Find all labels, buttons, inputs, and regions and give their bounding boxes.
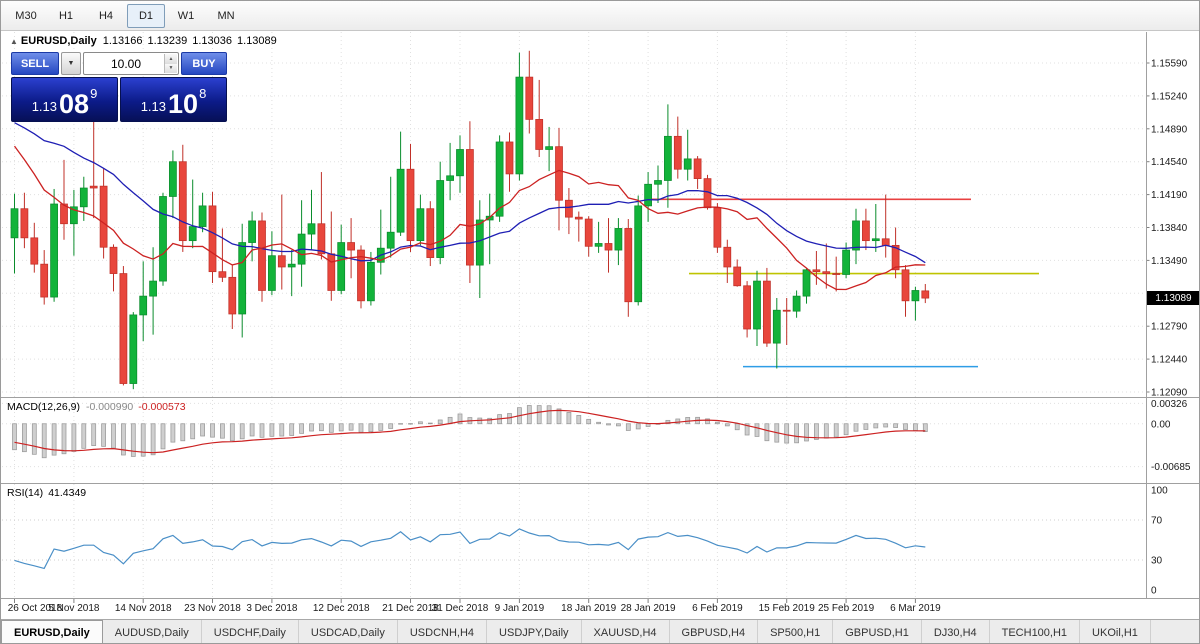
macd-main-value: -0.000990 [85, 401, 134, 413]
buy-button[interactable]: BUY [181, 52, 227, 75]
volume-input[interactable] [84, 55, 168, 72]
rsi-label: RSI(14) 41.4349 [7, 487, 86, 499]
sell-price-display[interactable]: 1.13 08 9 [11, 77, 118, 122]
svg-text:1.14190: 1.14190 [1151, 190, 1188, 201]
timeframe-button-h4[interactable]: H4 [98, 9, 114, 22]
svg-text:12 Dec 2018: 12 Dec 2018 [313, 603, 370, 614]
chart-tabs-bar: EURUSD,Daily AUDUSD,Daily USDCHF,Daily USDC… [1, 619, 1199, 643]
svg-text:1.14890: 1.14890 [1151, 124, 1188, 135]
timeframe-toolbar: M30 H1 H4 D1 W1 MN [1, 1, 1199, 31]
svg-text:1.15240: 1.15240 [1151, 91, 1188, 102]
rsi-name: RSI(14) [7, 487, 44, 499]
stepper-down-icon[interactable]: ▼ [165, 63, 177, 73]
svg-text:0.00: 0.00 [1151, 419, 1171, 430]
svg-text:1.15590: 1.15590 [1151, 59, 1188, 70]
timeframe-button-h1[interactable]: H1 [58, 9, 74, 22]
chart-tab-usdcad-daily[interactable]: USDCAD,Daily [299, 620, 398, 643]
timeframe-button-m30[interactable]: M30 [15, 9, 37, 22]
chart-title: ▲ EURUSD,Daily 1.13166 1.13239 1.13036 1.1308… [10, 35, 282, 47]
expand-subwindow-icon[interactable]: ▲ [10, 37, 18, 46]
ohlc-open: 1.13166 [102, 35, 143, 47]
macd-histogram [12, 405, 928, 459]
chart-tab-audusd-daily[interactable]: AUDUSD,Daily [103, 620, 202, 643]
svg-text:23 Nov 2018: 23 Nov 2018 [184, 603, 241, 614]
ohlc-close: 1.13089 [237, 35, 277, 47]
one-click-trading-panel: SELL ▼ ▲ ▼ BUY 1.13 08 9 1.13 10 [11, 52, 227, 122]
svg-text:25 Feb 2019: 25 Feb 2019 [818, 603, 875, 614]
timeframe-button-w1[interactable]: W1 [177, 9, 195, 22]
svg-text:18 Jan 2019: 18 Jan 2019 [561, 603, 616, 614]
grid-layer [2, 32, 1145, 598]
macd-label: MACD(12,26,9) -0.000990 -0.000573 [7, 401, 186, 413]
svg-text:70: 70 [1151, 516, 1163, 527]
svg-text:1.12790: 1.12790 [1151, 322, 1188, 333]
svg-text:31 Dec 2018: 31 Dec 2018 [432, 603, 489, 614]
buy-price-point: 8 [199, 86, 207, 101]
chart-tab-dj30-h4[interactable]: DJ30,H4 [922, 620, 990, 643]
buy-price-display[interactable]: 1.13 10 8 [120, 77, 227, 122]
macd-name: MACD(12,26,9) [7, 401, 80, 413]
volume-dropdown-button[interactable]: ▼ [61, 52, 81, 75]
svg-text:1.13840: 1.13840 [1151, 223, 1188, 234]
svg-text:1.12090: 1.12090 [1151, 388, 1188, 399]
sell-price-pips: 08 [59, 89, 90, 120]
ma-fast-line [13, 145, 926, 291]
chart-tab-eurusd-daily[interactable]: EURUSD,Daily [1, 620, 103, 643]
timeframe-button-mn[interactable]: MN [217, 9, 235, 22]
sell-price-prefix: 1.13 [31, 99, 58, 114]
svg-text:1.13490: 1.13490 [1151, 256, 1188, 267]
stepper-up-icon[interactable]: ▲ [165, 54, 177, 64]
buy-price-prefix: 1.13 [140, 99, 167, 114]
svg-text:15 Feb 2019: 15 Feb 2019 [759, 603, 816, 614]
chevron-down-icon: ▼ [67, 60, 75, 67]
candles-layer [10, 50, 930, 390]
macd-signal-line [14, 409, 926, 454]
svg-text:9 Jan 2019: 9 Jan 2019 [495, 603, 545, 614]
svg-text:3 Dec 2018: 3 Dec 2018 [246, 603, 298, 614]
chart-tab-gbpusd-h4[interactable]: GBPUSD,H4 [670, 620, 759, 643]
axis-labels: 1.155901.152401.148901.145401.141901.138… [8, 59, 1191, 615]
svg-text:6 Mar 2019: 6 Mar 2019 [890, 603, 941, 614]
chart-tab-gbpusd-h1[interactable]: GBPUSD,H1 [833, 620, 922, 643]
buy-price-pips: 10 [168, 89, 199, 120]
sell-button[interactable]: SELL [11, 52, 59, 75]
svg-text:6 Feb 2019: 6 Feb 2019 [692, 603, 743, 614]
svg-text:28 Jan 2019: 28 Jan 2019 [621, 603, 676, 614]
symbol-period-label: EURUSD,Daily [20, 35, 97, 47]
macd-signal-value: -0.000573 [138, 401, 186, 413]
chart-tab-usdchf-daily[interactable]: USDCHF,Daily [202, 620, 299, 643]
volume-field: ▲ ▼ [83, 52, 179, 75]
svg-text:1.14540: 1.14540 [1151, 157, 1188, 168]
svg-text:14 Nov 2018: 14 Nov 2018 [115, 603, 172, 614]
chart-tab-usdcnh-h4[interactable]: USDCNH,H4 [398, 620, 488, 643]
svg-text:1.12440: 1.12440 [1151, 355, 1188, 366]
chart-tab-ukoil-h1[interactable]: UKOil,H1 [1080, 620, 1151, 643]
rsi-value: 41.4349 [48, 487, 87, 499]
svg-text:21 Dec 2018: 21 Dec 2018 [382, 603, 439, 614]
svg-text:-0.00685: -0.00685 [1151, 462, 1191, 473]
chart-tab-tech100-h1[interactable]: TECH100,H1 [990, 620, 1081, 643]
rsi-line [14, 528, 926, 570]
volume-stepper: ▲ ▼ [164, 54, 177, 73]
svg-text:0.00326: 0.00326 [1151, 399, 1188, 410]
chart-tab-usdjpy-daily[interactable]: USDJPY,Daily [487, 620, 582, 643]
svg-text:30: 30 [1151, 556, 1163, 567]
ohlc-low: 1.13036 [192, 35, 233, 47]
current-price-badge: 1.13089 [1147, 291, 1199, 305]
sell-price-point: 9 [90, 86, 98, 101]
ma-slow-line [14, 122, 926, 264]
svg-text:5 Nov 2018: 5 Nov 2018 [48, 603, 100, 614]
svg-text:100: 100 [1151, 486, 1168, 497]
chart-tab-sp500-h1[interactable]: SP500,H1 [758, 620, 834, 643]
chart-tab-xauusd-h4[interactable]: XAUUSD,H4 [582, 620, 670, 643]
timeframe-button-d1[interactable]: D1 [127, 3, 165, 28]
svg-text:0: 0 [1151, 586, 1157, 597]
svg-text:26 Oct 2018: 26 Oct 2018 [8, 603, 63, 614]
ohlc-high: 1.13239 [147, 35, 188, 47]
pane-borders [1, 32, 1199, 599]
